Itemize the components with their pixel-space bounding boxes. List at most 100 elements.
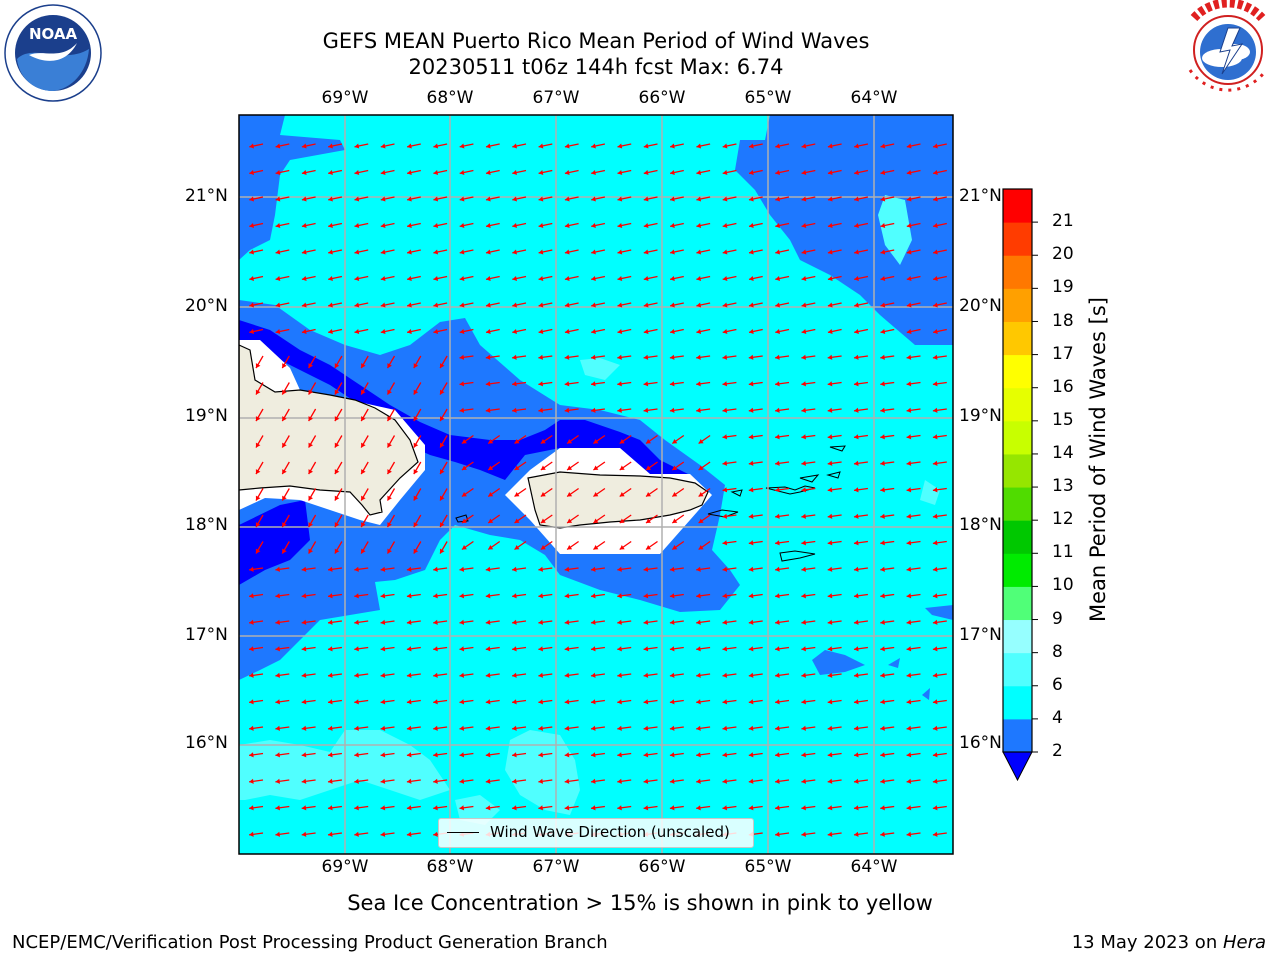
wave-arrowhead [459,646,465,652]
wave-arrowhead [328,646,333,652]
wave-arrowhead [775,831,780,837]
map-frame [238,114,954,855]
wave-arrowhead [249,329,254,334]
wave-arrowhead [282,548,287,554]
wave-arrowhead [538,619,543,625]
wave-arrowhead [827,302,833,308]
wave-arrowhead [696,354,701,360]
wave-arrowhead [646,518,651,523]
wave-arrowhead [698,545,704,550]
wave-arrowhead [538,407,543,413]
wave-arrowhead [854,170,859,175]
colorbar-block [1003,487,1032,521]
wave-arrowhead [328,593,333,599]
wave-arrowhead [801,302,807,308]
wave-arrowhead [249,619,254,625]
wave-arrowhead [617,778,622,784]
wave-arrowhead [249,170,254,175]
wave-arrowhead [328,249,333,255]
wave-arrowhead [906,725,912,731]
wave-arrowhead [564,593,570,599]
wave-arrowhead [538,593,543,599]
wave-arrowhead [749,170,754,175]
period-2-4-area [888,658,900,668]
wave-arrowhead [380,752,386,758]
colorbar-ticks [1032,221,1038,753]
wave-arrowhead [282,416,287,422]
wave-arrowhead [328,302,333,308]
wave-arrowhead [775,487,780,493]
wave-arrowhead [775,329,780,334]
wave-arrowhead [906,329,912,334]
wave-arrowhead [459,302,465,308]
colorbar-tick-label: 20 [1052,244,1074,265]
wave-arrowhead [328,619,333,625]
wave-arrowhead [514,518,520,523]
wave-arrowhead [722,354,728,360]
wave-arrowhead [591,699,596,705]
wave-arrowhead [380,672,386,678]
wave-arrowhead [827,725,833,731]
wave-arrowhead [827,778,833,784]
wave-arrowhead [459,805,465,811]
footer-credit: NCEP/EMC/Verification Post Processing Pr… [12,932,608,953]
wave-arrowhead [591,302,596,308]
wave-arrowhead [827,566,833,572]
wave-arrowhead [827,170,833,175]
wave-arrowhead [775,302,780,308]
wave-arrowhead [722,223,728,228]
wave-arrowhead [249,778,254,784]
wave-arrowhead [301,805,307,811]
wave-arrowhead [275,566,280,572]
mona-island [455,514,469,523]
wave-arrowhead [380,223,386,228]
wave-arrowhead [827,831,833,837]
wave-arrowhead [854,381,859,387]
wave-arrowhead [696,143,702,149]
wave-arrowhead [643,593,649,599]
wave-arrowhead [459,566,465,572]
wave-arrowhead [540,545,546,550]
wave-arrowhead [775,407,780,413]
wave-arrowhead [567,545,573,550]
wave-arrowhead [906,407,912,413]
wave-arrowhead [301,276,307,281]
wave-arrowhead [282,389,287,395]
wave-arrowhead [932,407,938,413]
wave-arrowhead [880,699,885,705]
wave-arrowhead [669,672,675,678]
wave-arrowhead [593,492,599,497]
wave-arrowhead [827,619,833,625]
colorbar-block [1003,718,1032,753]
wave-arrowhead [275,831,280,837]
wave-arrowhead [461,492,467,497]
wave-arrowhead [591,223,596,228]
wave-arrowhead [512,725,517,731]
colorbar-block [1003,553,1032,587]
wave-arrowhead [617,276,623,281]
wave-arrowhead [275,619,280,625]
wave-arrowhead [749,249,754,255]
wave-arrowhead [485,778,491,784]
wave-arrowhead [748,460,754,466]
wave-arrowhead [749,143,754,149]
wave-arrowhead [361,389,366,395]
wave-arrowhead [748,619,754,625]
wave-arrowhead [722,646,728,652]
wave-arrowhead [564,566,570,572]
wave-arrowhead [854,249,859,255]
wave-arrowhead [593,439,599,444]
wave-arrowhead [775,196,780,202]
wave-arrowhead [380,276,386,281]
lat-label: 16°N [959,733,1002,753]
wave-arrowhead [249,805,254,811]
wave-arrowhead [827,434,833,440]
wave-arrowhead [643,302,649,308]
colorbar-tick-label: 16 [1052,376,1074,397]
wave-arrowhead [880,434,885,440]
wave-arrowhead [564,302,570,308]
wave-arrowhead [669,566,675,572]
wave-arrowhead [564,778,570,784]
wave-arrowhead [591,329,596,334]
wave-arrowhead [617,249,623,255]
